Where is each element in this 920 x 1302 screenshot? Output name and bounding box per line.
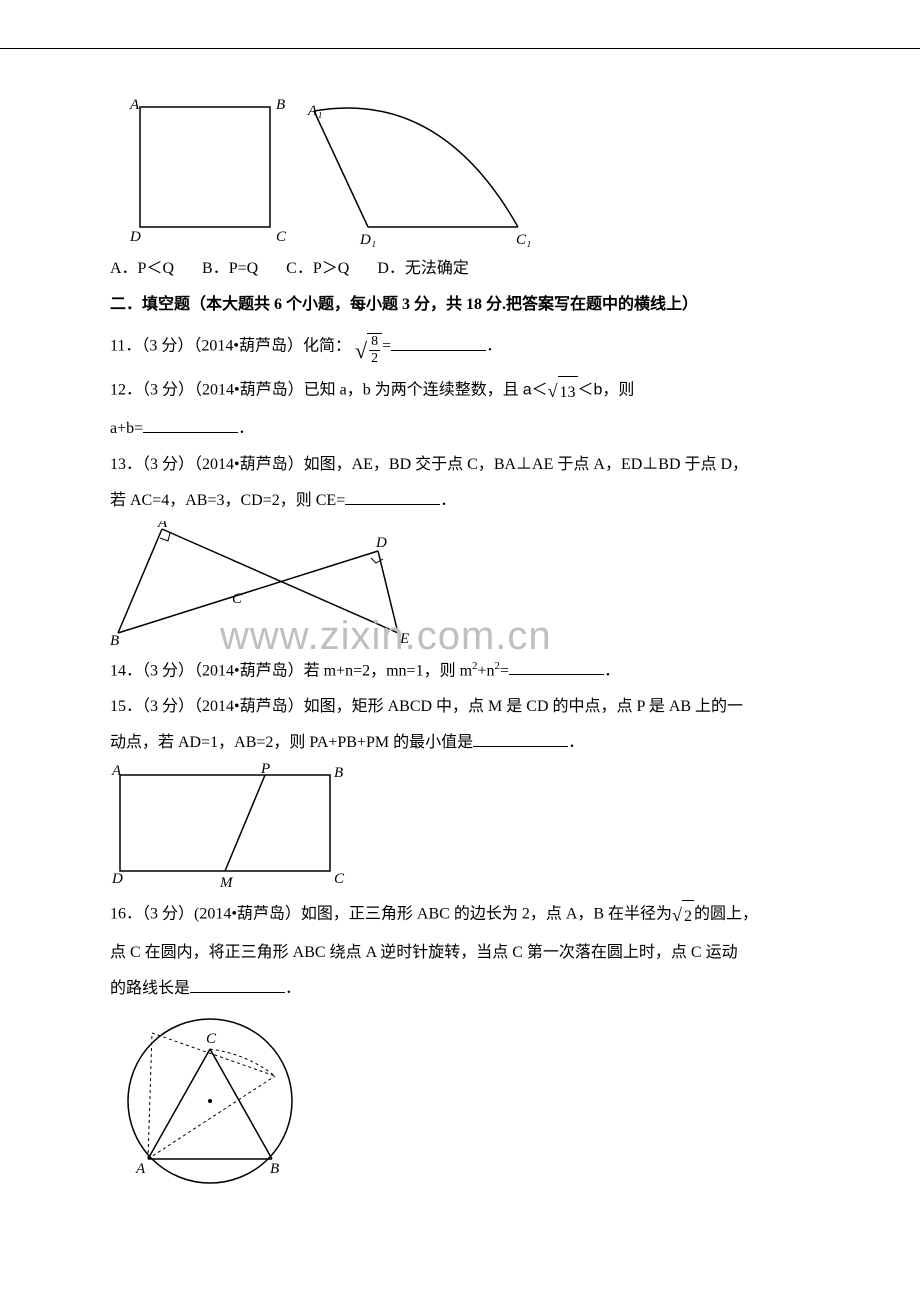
svg-text:C: C [232,591,243,607]
q13-line2: 若 AC=4，AB=3，CD=2，则 CE=． [110,485,810,517]
label-A1: A₁ [307,103,322,119]
q16-line2: 点 C 在圆内，将正三角形 ABC 绕点 A 逆时针旋转，当点 C 第一次落在圆… [110,937,810,969]
svg-text:E: E [399,631,409,647]
section-2-heading: 二．填空题（本大题共 6 个小题，每小题 3 分，共 18 分.把答案写在题中的… [110,289,810,321]
svg-text:A: A [111,763,122,779]
svg-text:C: C [206,1031,217,1047]
q12-pre: 12．（3 分）（2014•葫芦岛）已知 a，b 为两个连续整数，且 [110,382,523,399]
svg-text:P: P [260,763,270,777]
svg-text:A: A [157,521,168,531]
q11-blank [391,335,486,351]
figure-q16: A B C [110,1009,810,1199]
figure-q13-svg: A B C D E [110,521,430,651]
q11-post: = [382,338,391,355]
svg-text:B: B [270,1161,279,1177]
q16-line1: 16．（3 分）(2014•葫芦岛）如图，正三角形 ABC 的边长为 2，点 A… [110,897,810,933]
q16-line3: 的路线长是． [110,973,810,1005]
svg-text:A: A [135,1161,146,1177]
svg-text:B: B [334,765,343,781]
q12-blank [143,417,238,433]
q11-sqrt: √ 8 2 [355,325,382,369]
q10-opt-A: A．P＜Q [110,253,174,285]
q15-line2: 动点，若 AD=1，AB=2，则 PA+PB+PM 的最小值是． [110,727,810,759]
label-D1: D₁ [359,232,376,248]
q15-line1: 15．（3 分）（2014•葫芦岛）如图，矩形 ABCD 中，点 M 是 CD … [110,691,810,723]
svg-text:D: D [375,535,387,551]
q10-opt-C: C．P＞Q [286,253,349,285]
q12-line2: a+b=． [110,413,810,445]
q14: 14．（3 分）（2014•葫芦岛）若 m+n=2，mn=1，则 m2+n2=． [110,655,810,687]
q11: 11．（3 分）（2014•葫芦岛）化简： √ 8 2 =． [110,325,810,369]
q13-blank [345,489,440,505]
label-D: D [129,229,141,245]
figure-q13: www.zixin.com.cn A B C D E [110,521,810,651]
svg-text:C: C [334,871,345,887]
q10-opt-B: B．P=Q [202,253,258,285]
q12-line1: 12．（3 分）（2014•葫芦岛）已知 a，b 为两个连续整数，且 a＜√13… [110,373,810,409]
q11-pre: 11．（3 分）（2014•葫芦岛）化简： [110,338,351,355]
figure-q10-svg: A B C D A₁ D₁ C₁ [110,89,550,249]
q16-blank [190,977,285,993]
figure-q10: A B C D A₁ D₁ C₁ [110,89,810,249]
label-B: B [276,97,285,113]
q14-blank [509,659,604,675]
svg-text:D: D [111,871,123,887]
q13-line1: 13．（3 分）（2014•葫芦岛）如图，AE，BD 交于点 C，BA⊥AE 于… [110,449,810,481]
svg-text:M: M [219,875,234,891]
q15-blank [473,731,568,747]
figure-q16-svg: A B C [110,1009,320,1199]
figure-q15: A B C D M P [110,763,810,893]
label-A: A [129,97,140,113]
figure-q15-svg: A B C D M P [110,763,360,893]
q10-opt-D: D．无法确定 [377,253,469,285]
q10-options: A．P＜Q B．P=Q C．P＞Q D．无法确定 [110,253,810,285]
svg-text:B: B [110,633,119,649]
label-C1: C₁ [516,232,531,248]
label-C: C [276,229,287,245]
